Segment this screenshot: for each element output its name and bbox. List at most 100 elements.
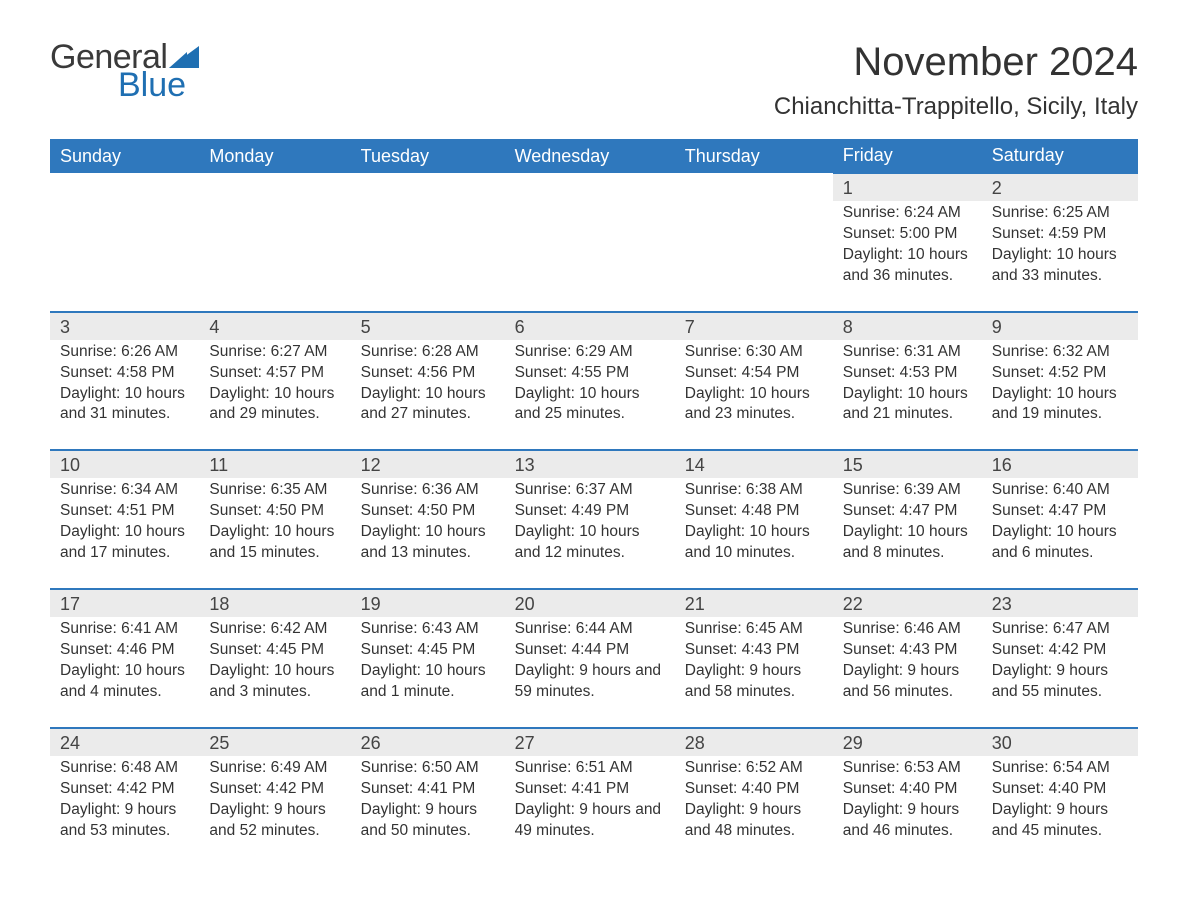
day-number: 8 (833, 312, 982, 340)
day-number: 9 (982, 312, 1138, 340)
sunrise: Sunrise: 6:42 AM (209, 619, 340, 640)
day-number: 22 (833, 589, 982, 617)
sunset: Sunset: 4:43 PM (843, 640, 972, 661)
daylight: Daylight: 10 hours and 21 minutes. (843, 384, 972, 426)
day-number: 23 (982, 589, 1138, 617)
sunset: Sunset: 4:57 PM (209, 363, 340, 384)
day-details: Sunrise: 6:34 AMSunset: 4:51 PMDaylight:… (50, 478, 199, 589)
daylight: Daylight: 9 hours and 49 minutes. (515, 800, 665, 842)
day-number: 17 (50, 589, 199, 617)
sunrise: Sunrise: 6:32 AM (992, 342, 1128, 363)
sunrise: Sunrise: 6:25 AM (992, 203, 1128, 224)
day-details: Sunrise: 6:48 AMSunset: 4:42 PMDaylight:… (50, 756, 199, 866)
day-details: Sunrise: 6:30 AMSunset: 4:54 PMDaylight:… (675, 340, 833, 451)
header-row: General Blue November 2024 Chianchitta-T… (50, 40, 1138, 131)
sunrise: Sunrise: 6:31 AM (843, 342, 972, 363)
sunset: Sunset: 4:47 PM (843, 501, 972, 522)
sunset: Sunset: 4:40 PM (685, 779, 823, 800)
sunset: Sunset: 4:41 PM (361, 779, 495, 800)
day-number: 30 (982, 728, 1138, 756)
sunrise: Sunrise: 6:26 AM (60, 342, 189, 363)
empty-cell (675, 173, 833, 201)
sunset: Sunset: 4:59 PM (992, 224, 1128, 245)
sunset: Sunset: 4:58 PM (60, 363, 189, 384)
sunrise: Sunrise: 6:49 AM (209, 758, 340, 779)
day-details: Sunrise: 6:54 AMSunset: 4:40 PMDaylight:… (982, 756, 1138, 866)
day-number: 26 (351, 728, 505, 756)
day-number: 15 (833, 450, 982, 478)
daylight: Daylight: 10 hours and 17 minutes. (60, 522, 189, 564)
logo-text-blue: Blue (118, 68, 199, 102)
day-details: Sunrise: 6:51 AMSunset: 4:41 PMDaylight:… (505, 756, 675, 866)
sunrise: Sunrise: 6:28 AM (361, 342, 495, 363)
day-details: Sunrise: 6:50 AMSunset: 4:41 PMDaylight:… (351, 756, 505, 866)
day-details: Sunrise: 6:52 AMSunset: 4:40 PMDaylight:… (675, 756, 833, 866)
daylight: Daylight: 9 hours and 56 minutes. (843, 661, 972, 703)
day-number: 29 (833, 728, 982, 756)
dow-header: Sunday (50, 139, 199, 173)
day-of-week-row: SundayMondayTuesdayWednesdayThursdayFrid… (50, 139, 1138, 173)
sunrise: Sunrise: 6:36 AM (361, 480, 495, 501)
day-details: Sunrise: 6:42 AMSunset: 4:45 PMDaylight:… (199, 617, 350, 728)
day-number: 7 (675, 312, 833, 340)
sunset: Sunset: 4:44 PM (515, 640, 665, 661)
day-number: 28 (675, 728, 833, 756)
sunset: Sunset: 4:40 PM (992, 779, 1128, 800)
day-number: 10 (50, 450, 199, 478)
daylight: Daylight: 10 hours and 29 minutes. (209, 384, 340, 426)
day-details: Sunrise: 6:45 AMSunset: 4:43 PMDaylight:… (675, 617, 833, 728)
sunrise: Sunrise: 6:43 AM (361, 619, 495, 640)
sunrise: Sunrise: 6:34 AM (60, 480, 189, 501)
daylight: Daylight: 9 hours and 52 minutes. (209, 800, 340, 842)
sunset: Sunset: 4:46 PM (60, 640, 189, 661)
day-number-row: 24252627282930 (50, 728, 1138, 756)
day-detail-row: Sunrise: 6:26 AMSunset: 4:58 PMDaylight:… (50, 340, 1138, 451)
dow-header: Tuesday (351, 139, 505, 173)
dow-header: Friday (833, 139, 982, 173)
daylight: Daylight: 10 hours and 23 minutes. (685, 384, 823, 426)
sunset: Sunset: 4:51 PM (60, 501, 189, 522)
sunset: Sunset: 4:42 PM (60, 779, 189, 800)
sunrise: Sunrise: 6:45 AM (685, 619, 823, 640)
daylight: Daylight: 10 hours and 36 minutes. (843, 245, 972, 287)
empty-cell (351, 201, 505, 312)
dow-header: Wednesday (505, 139, 675, 173)
day-number: 4 (199, 312, 350, 340)
day-details: Sunrise: 6:28 AMSunset: 4:56 PMDaylight:… (351, 340, 505, 451)
day-number: 27 (505, 728, 675, 756)
day-number: 2 (982, 173, 1138, 201)
sunrise: Sunrise: 6:37 AM (515, 480, 665, 501)
sunrise: Sunrise: 6:51 AM (515, 758, 665, 779)
daylight: Daylight: 9 hours and 53 minutes. (60, 800, 189, 842)
day-details: Sunrise: 6:38 AMSunset: 4:48 PMDaylight:… (675, 478, 833, 589)
day-details: Sunrise: 6:53 AMSunset: 4:40 PMDaylight:… (833, 756, 982, 866)
sunrise: Sunrise: 6:35 AM (209, 480, 340, 501)
sunrise: Sunrise: 6:50 AM (361, 758, 495, 779)
sunrise: Sunrise: 6:52 AM (685, 758, 823, 779)
empty-cell (199, 173, 350, 201)
daylight: Daylight: 9 hours and 55 minutes. (992, 661, 1128, 703)
sunset: Sunset: 4:49 PM (515, 501, 665, 522)
sunset: Sunset: 4:56 PM (361, 363, 495, 384)
day-detail-row: Sunrise: 6:48 AMSunset: 4:42 PMDaylight:… (50, 756, 1138, 866)
daylight: Daylight: 9 hours and 48 minutes. (685, 800, 823, 842)
day-number-row: 10111213141516 (50, 450, 1138, 478)
empty-cell (50, 173, 199, 201)
sunrise: Sunrise: 6:39 AM (843, 480, 972, 501)
sunrise: Sunrise: 6:54 AM (992, 758, 1128, 779)
day-detail-row: Sunrise: 6:24 AMSunset: 5:00 PMDaylight:… (50, 201, 1138, 312)
daylight: Daylight: 10 hours and 27 minutes. (361, 384, 495, 426)
day-number: 12 (351, 450, 505, 478)
day-details: Sunrise: 6:29 AMSunset: 4:55 PMDaylight:… (505, 340, 675, 451)
sunrise: Sunrise: 6:41 AM (60, 619, 189, 640)
sunrise: Sunrise: 6:27 AM (209, 342, 340, 363)
daylight: Daylight: 9 hours and 58 minutes. (685, 661, 823, 703)
day-number: 1 (833, 173, 982, 201)
daylight: Daylight: 10 hours and 4 minutes. (60, 661, 189, 703)
sunset: Sunset: 4:45 PM (209, 640, 340, 661)
sunset: Sunset: 4:50 PM (361, 501, 495, 522)
day-details: Sunrise: 6:47 AMSunset: 4:42 PMDaylight:… (982, 617, 1138, 728)
day-details: Sunrise: 6:35 AMSunset: 4:50 PMDaylight:… (199, 478, 350, 589)
daylight: Daylight: 10 hours and 31 minutes. (60, 384, 189, 426)
sunrise: Sunrise: 6:47 AM (992, 619, 1128, 640)
